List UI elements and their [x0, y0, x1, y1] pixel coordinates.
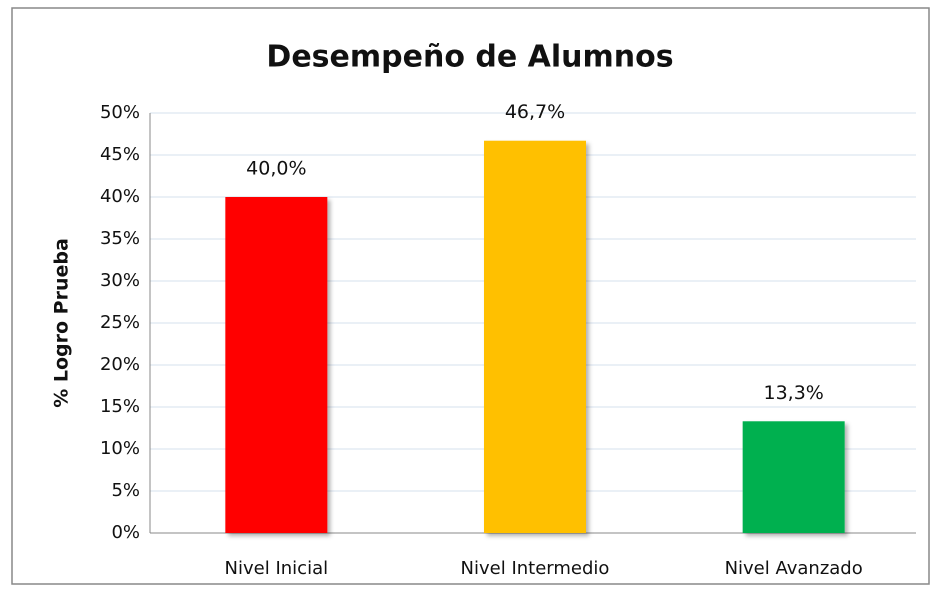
- y-tick-label: 45%: [100, 144, 140, 165]
- y-tick-label: 20%: [100, 354, 140, 375]
- y-tick-label: 40%: [100, 186, 140, 207]
- x-tick-label: Nivel Avanzado: [725, 558, 863, 579]
- data-label: 13,3%: [763, 382, 823, 404]
- y-tick-label: 15%: [100, 396, 140, 417]
- y-tick-label: 0%: [111, 522, 140, 543]
- bar: [742, 421, 845, 533]
- data-label: 46,7%: [505, 101, 565, 123]
- x-tick-label: Nivel Intermedio: [461, 558, 610, 579]
- y-tick-label: 30%: [100, 270, 140, 291]
- x-tick-label: Nivel Inicial: [225, 558, 329, 579]
- bar: [225, 197, 328, 533]
- y-axis-title: % Logro Prueba: [51, 238, 73, 408]
- y-tick-label: 35%: [100, 228, 140, 249]
- y-tick-label: 50%: [100, 102, 140, 123]
- data-label: 40,0%: [246, 158, 306, 180]
- y-tick-label: 25%: [100, 312, 140, 333]
- bar: [484, 140, 586, 533]
- y-tick-label: 10%: [100, 438, 140, 459]
- y-tick-label: 5%: [111, 480, 140, 501]
- chart-title: Desempeño de Alumnos: [266, 40, 673, 75]
